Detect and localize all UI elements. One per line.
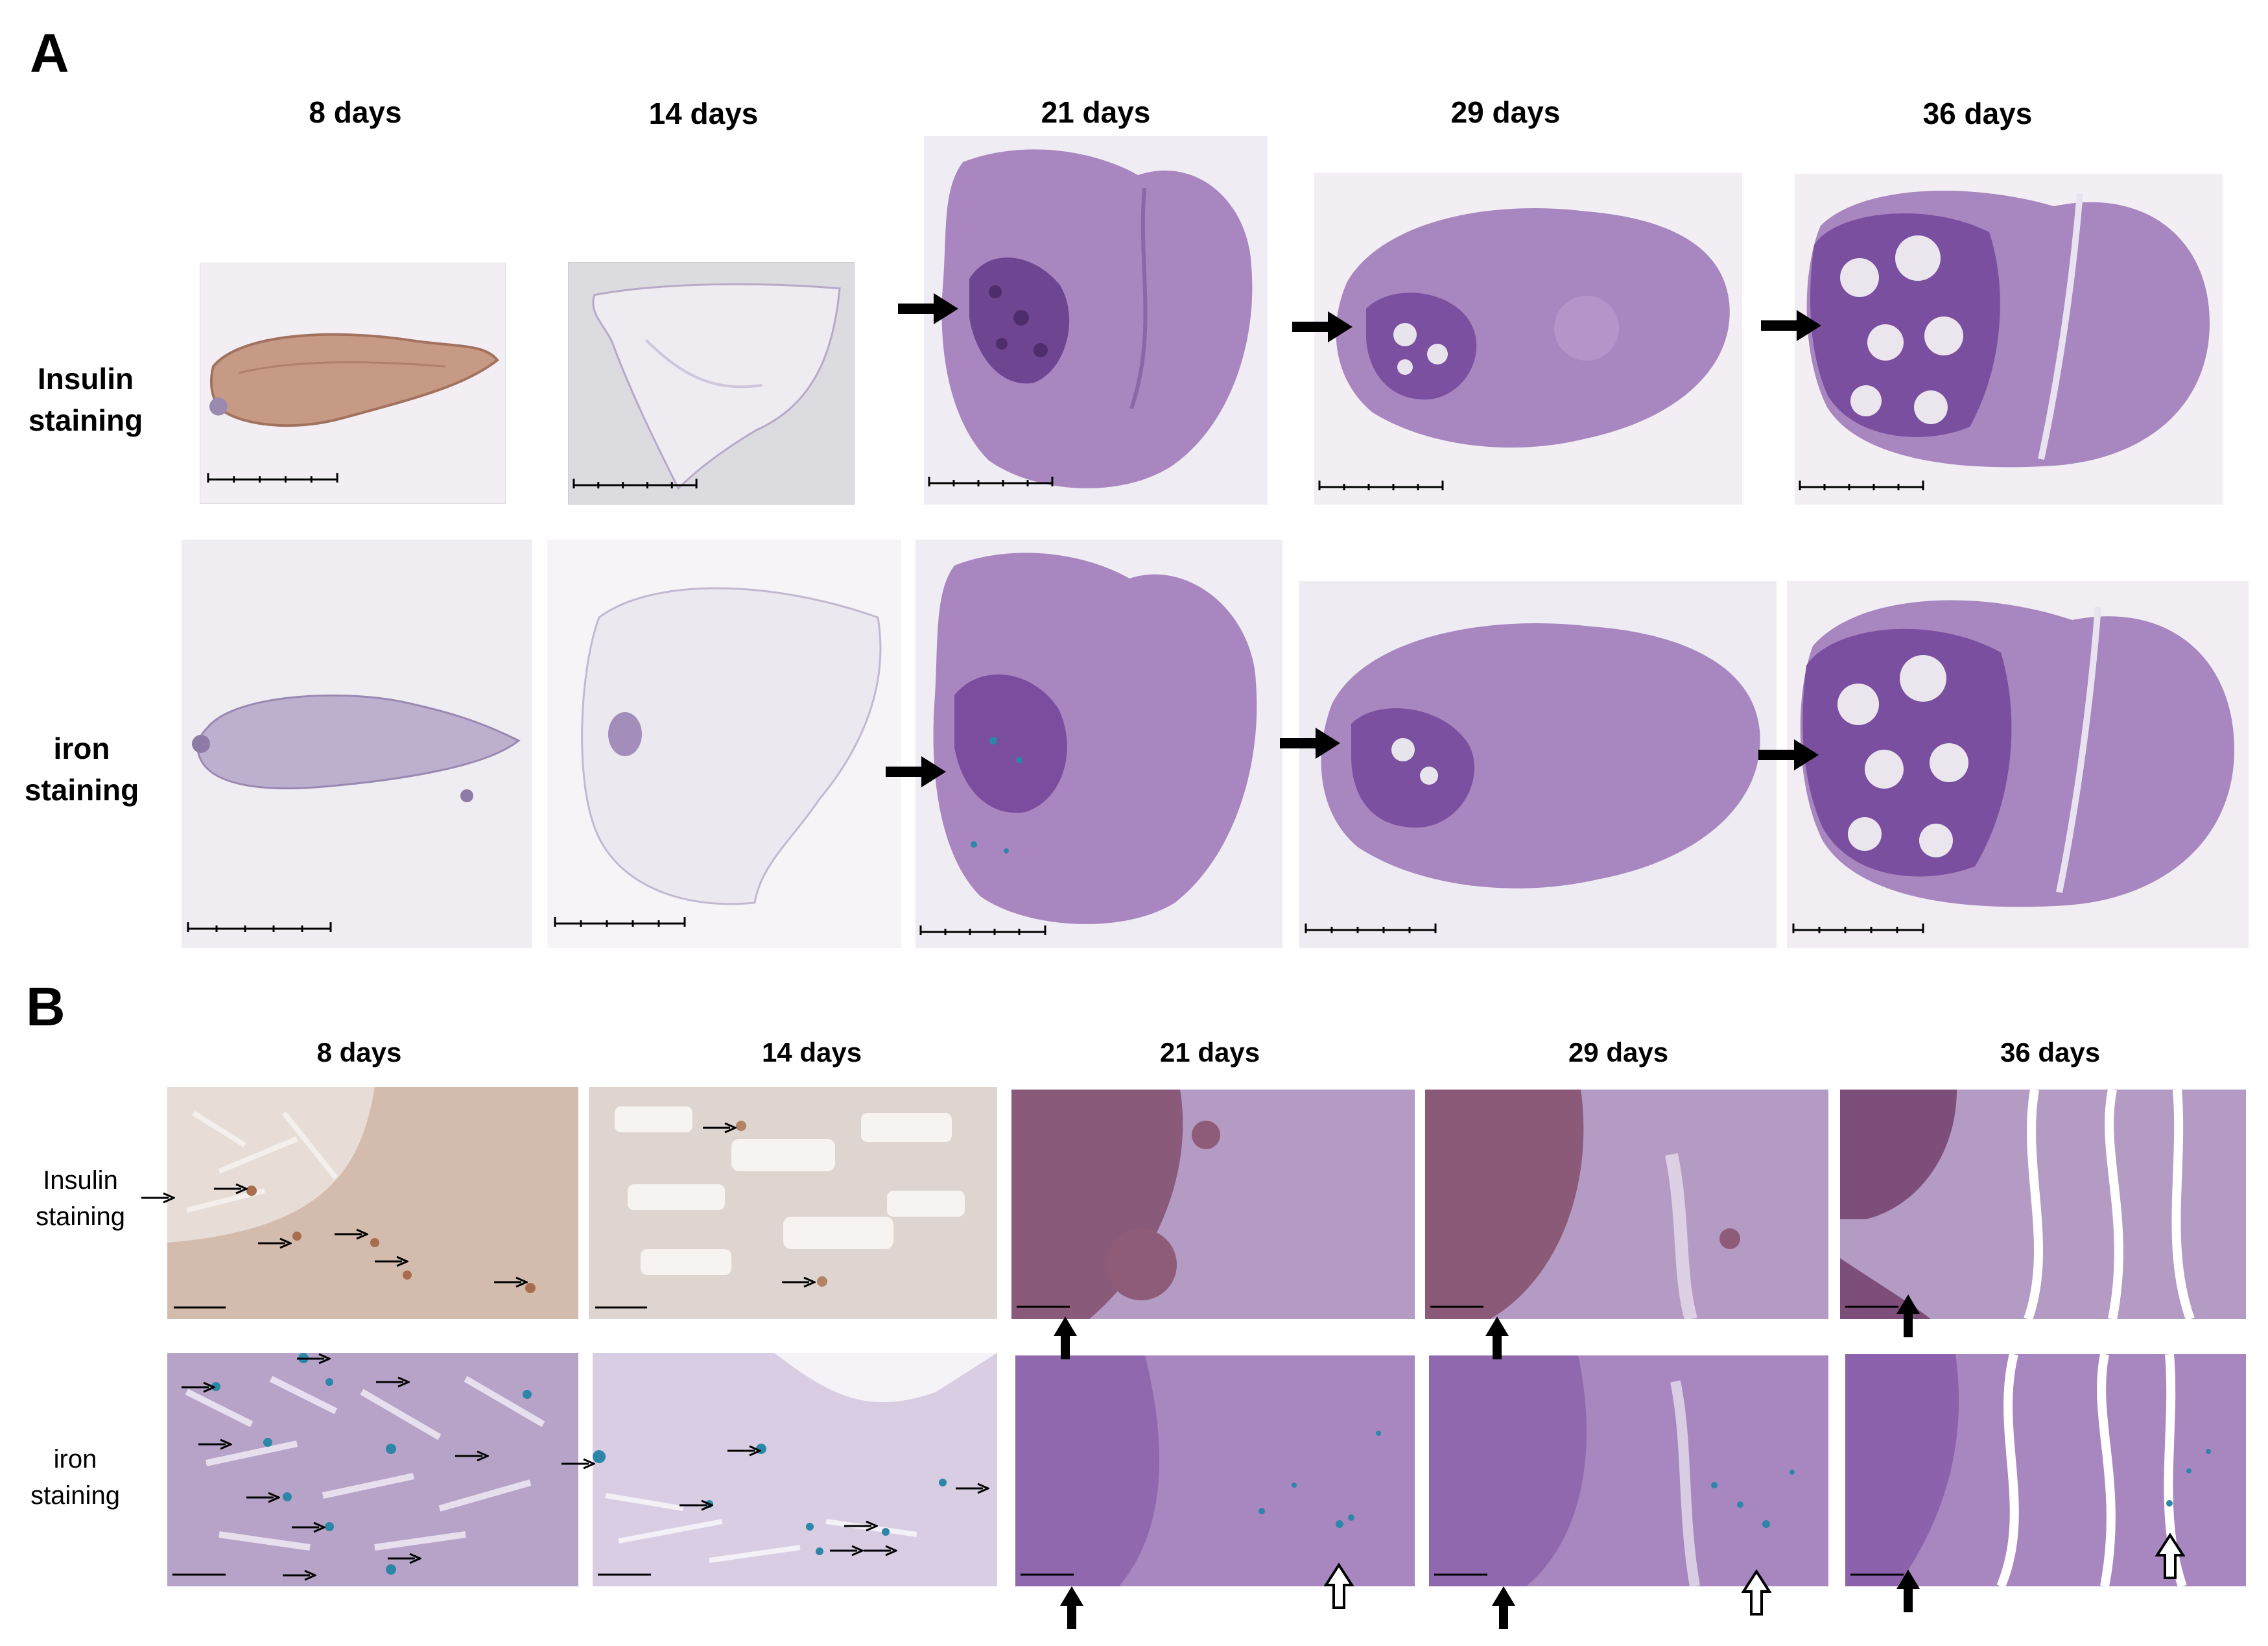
thin-arrow-b-insulin-8-6 [494, 1276, 528, 1288]
panel-b-iron-36-days-image [1845, 1354, 2246, 1586]
panel-b-insulin-8-days-image [167, 1087, 578, 1319]
thin-arrow-b-insulin-8-3 [258, 1237, 292, 1249]
thin-arrow-b-iron-8-5 [455, 1450, 489, 1462]
arrow-a-insulin-36-days [1761, 310, 1821, 341]
panel-b-iron-21-days-image [1015, 1355, 1415, 1586]
thin-arrow-b-insulin-8-2 [214, 1183, 248, 1195]
panel-a-col-29-days: 29 days [1450, 95, 1561, 129]
thin-arrow-b-iron-8-2 [182, 1381, 215, 1393]
panel-b-col-21-days: 21 days [1159, 1037, 1260, 1068]
panel-a-col-36-days: 36 days [1922, 97, 2033, 130]
thin-arrow-b-iron-14-3 [679, 1499, 713, 1511]
panel-b-row-insulin-line2: staining [36, 1202, 125, 1231]
panel-b-insulin-29-days-image [1425, 1090, 1828, 1319]
panel-b-row-insulin: Insulin staining [9, 1162, 152, 1235]
thin-arrow-b-iron-14-5 [844, 1520, 878, 1532]
up-arrow-b-iron-29 [1492, 1586, 1515, 1629]
thin-arrow-b-insulin-8-1 [141, 1192, 175, 1204]
up-arrow-b-iron-21 [1060, 1586, 1083, 1629]
panel-a-insulin-36-days-image [1795, 174, 2223, 505]
thin-arrow-b-iron-8-4 [198, 1438, 232, 1450]
thin-arrow-b-insulin-14-1 [703, 1122, 737, 1134]
thin-arrow-b-insulin-14-2 [782, 1276, 816, 1288]
panel-a-insulin-21-days-image [924, 136, 1268, 505]
panel-b-row-iron-line1: iron [53, 1445, 97, 1473]
hollow-up-arrow-b-iron-21 [1324, 1563, 1354, 1609]
panel-a-iron-29-days-image [1299, 581, 1777, 948]
panel-a-row-insulin-line1: Insulin [37, 362, 134, 396]
thin-arrow-b-iron-8-3 [376, 1376, 410, 1388]
thin-arrow-b-iron-14-2 [727, 1445, 761, 1457]
panel-b-insulin-36-days-image [1840, 1090, 2246, 1319]
panel-b-row-iron: iron staining [4, 1441, 147, 1514]
panel-a-col-8-days: 8 days [309, 95, 402, 129]
panel-b-letter: B [26, 976, 65, 1037]
panel-b-row-iron-line2: staining [30, 1481, 120, 1510]
panel-b-iron-14-days-image [593, 1353, 997, 1586]
thin-arrow-b-iron-8-6 [246, 1492, 280, 1503]
arrow-a-iron-36-days [1758, 739, 1819, 770]
thin-arrow-b-iron-8-8 [388, 1553, 421, 1564]
arrow-a-iron-21-days [886, 756, 946, 787]
panel-b-row-insulin-line1: Insulin [43, 1166, 118, 1195]
panel-a-insulin-14-days-image [568, 262, 855, 505]
thin-arrow-b-iron-14-6 [830, 1545, 864, 1557]
panel-b-insulin-14-days-image [589, 1087, 997, 1319]
panel-a-insulin-8-days-image [200, 263, 506, 504]
thin-arrow-b-iron-14-4 [956, 1483, 989, 1494]
panel-a-iron-21-days-image [915, 540, 1282, 948]
panel-b-col-14-days: 14 days [761, 1037, 862, 1068]
up-arrow-b-insulin-29 [1485, 1317, 1509, 1359]
panel-a-letter: A [30, 23, 69, 84]
panel-a-iron-8-days-image [182, 540, 532, 948]
up-arrow-b-insulin-21 [1054, 1317, 1077, 1359]
panel-a-row-insulin-line2: staining [28, 403, 143, 437]
arrow-a-iron-29-days [1280, 728, 1340, 759]
panel-a-row-iron: iron staining [10, 728, 153, 811]
panel-a-iron-36-days-image [1787, 581, 2249, 948]
panel-a-row-insulin: Insulin staining [14, 358, 157, 441]
panel-b-col-36-days: 36 days [2000, 1037, 2101, 1068]
panel-b-col-29-days: 29 days [1568, 1037, 1669, 1068]
thin-arrow-b-insulin-8-4 [335, 1228, 368, 1240]
arrow-a-insulin-29-days [1292, 311, 1353, 342]
thin-arrow-b-iron-8-1 [297, 1353, 331, 1365]
panel-b-insulin-21-days-image [1011, 1090, 1415, 1319]
hollow-up-arrow-b-iron-36 [2155, 1533, 2185, 1579]
hollow-up-arrow-b-iron-29 [1742, 1569, 1771, 1616]
panel-b-iron-29-days-image [1429, 1355, 1828, 1586]
thin-arrow-b-iron-8-9 [283, 1569, 316, 1581]
thin-arrow-b-iron-14-1 [561, 1458, 595, 1470]
panel-a-insulin-29-days-image [1314, 173, 1742, 505]
up-arrow-b-iron-36 [1896, 1569, 1920, 1612]
up-arrow-b-insulin-36 [1896, 1294, 1920, 1337]
panel-b-col-8-days: 8 days [316, 1037, 402, 1068]
thin-arrow-b-iron-14-7 [864, 1545, 897, 1557]
panel-a-iron-14-days-image [547, 540, 901, 948]
thin-arrow-b-insulin-8-5 [375, 1256, 408, 1267]
panel-a-col-14-days: 14 days [648, 97, 759, 130]
panel-a-col-21-days: 21 days [1041, 95, 1151, 129]
arrow-a-insulin-21-days [898, 293, 958, 324]
panel-b-iron-8-days-image [167, 1353, 578, 1586]
panel-a-row-iron-line2: staining [24, 773, 139, 807]
panel-a-row-iron-line1: iron [53, 732, 110, 765]
thin-arrow-b-iron-8-7 [292, 1521, 325, 1533]
